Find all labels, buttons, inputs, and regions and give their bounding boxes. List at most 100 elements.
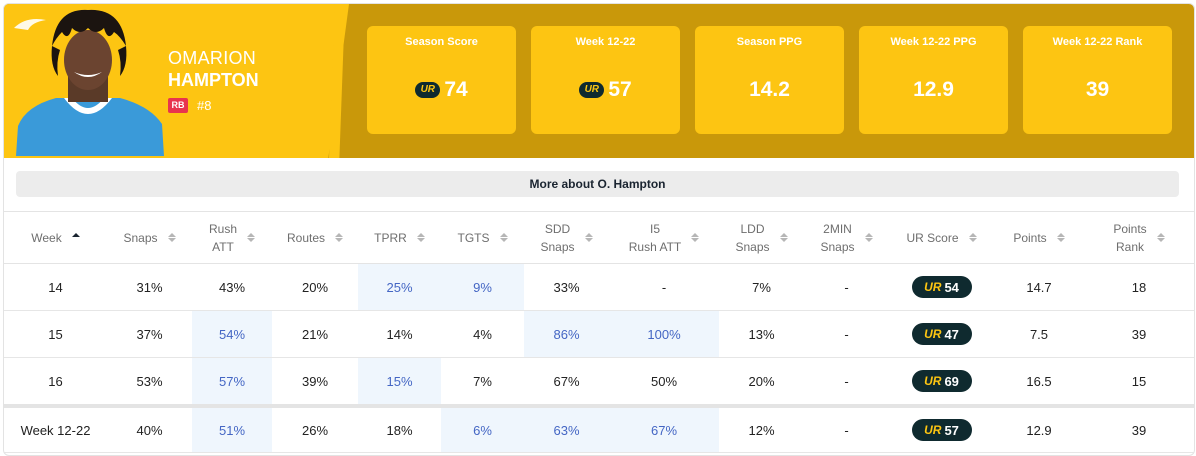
- stat-label: Season PPG: [736, 36, 803, 48]
- column-header[interactable]: SDD Snaps: [524, 211, 609, 264]
- table-cell: -: [804, 310, 889, 358]
- table-cell: UR 57: [889, 404, 994, 453]
- table-cell: 63%: [524, 404, 609, 453]
- stat-number: 39: [1085, 78, 1110, 101]
- column-header-sublabel: Snaps: [820, 239, 855, 254]
- sort-icon[interactable]: [864, 233, 873, 242]
- table-cell: 53%: [107, 357, 192, 407]
- table-cell: 12%: [719, 404, 804, 453]
- ur-score-badge: UR 57: [911, 419, 972, 441]
- stat-label: Week 12-22 Rank: [1052, 36, 1143, 48]
- column-header[interactable]: I5 Rush ATT: [609, 211, 719, 264]
- table-cell: 39: [1084, 310, 1194, 358]
- sort-icon[interactable]: [691, 233, 700, 242]
- column-header[interactable]: Points: [994, 211, 1084, 264]
- table-cell: 9%: [441, 263, 524, 311]
- ur-logo-icon: UR: [924, 327, 942, 341]
- week-rank-card: Week 12-22 Rank 39: [1023, 26, 1172, 134]
- sort-icon[interactable]: [779, 233, 788, 242]
- column-header-sublabel: Rank: [1115, 239, 1144, 254]
- table-cell: 14.7: [994, 263, 1084, 311]
- table-cell: 25%: [358, 263, 441, 311]
- table-cell: 57%: [192, 357, 272, 407]
- column-header[interactable]: Routes: [272, 211, 358, 264]
- column-header-label: TGTS: [457, 230, 490, 245]
- table-cell: 12.9: [994, 404, 1084, 453]
- column-header-label: SDD: [544, 221, 571, 236]
- ur-score-value: 69: [944, 373, 959, 389]
- column-header-sublabel: Snaps: [735, 239, 770, 254]
- column-header[interactable]: Week: [4, 211, 107, 264]
- column-header-sublabel: Snaps: [540, 239, 575, 254]
- column-header-label: Points: [1013, 230, 1047, 245]
- stat-number: 74: [444, 78, 468, 101]
- table-cell: 39%: [272, 357, 358, 407]
- column-header[interactable]: 2MIN Snaps: [804, 211, 889, 264]
- stat-label: Week 12-22 PPG: [890, 36, 977, 48]
- season-score-card: Season Score UR 74: [367, 26, 516, 134]
- stat-number: 12.9: [913, 78, 954, 101]
- ur-logo-icon: UR: [924, 374, 942, 388]
- player-header: OMARION HAMPTON RB #8 Season Score UR 74 We…: [4, 4, 1194, 158]
- table-cell: 7%: [719, 263, 804, 311]
- column-header-label: Rush: [208, 221, 237, 236]
- ur-score-badge: UR 47: [911, 323, 972, 345]
- table-cell: 100%: [609, 310, 719, 358]
- table-cell: 86%: [524, 310, 609, 358]
- table-cell: 14%: [358, 310, 441, 358]
- stat-value: 39: [1023, 78, 1172, 102]
- table-cell: 33%: [524, 263, 609, 311]
- column-header[interactable]: TGTS: [441, 211, 524, 264]
- table-cell: 39: [1084, 404, 1194, 453]
- stat-value: UR 74: [367, 78, 516, 102]
- stat-value: 14.2: [695, 78, 844, 102]
- sort-icon[interactable]: [167, 233, 176, 242]
- stat-number: 14.2: [749, 78, 790, 101]
- ur-score-value: 54: [944, 279, 959, 295]
- column-header[interactable]: UR Score: [889, 211, 994, 264]
- season-ppg-card: Season PPG 14.2: [695, 26, 844, 134]
- column-header-label: I5: [649, 221, 660, 236]
- sort-icon[interactable]: [584, 233, 593, 242]
- column-header-label: UR Score: [906, 230, 959, 245]
- table-cell: 18: [1084, 263, 1194, 311]
- sort-icon[interactable]: [1156, 233, 1165, 242]
- table-cell: 13%: [719, 310, 804, 358]
- column-header[interactable]: TPRR: [358, 211, 441, 264]
- sort-icon[interactable]: [1056, 233, 1065, 242]
- ur-logo-icon: UR: [924, 280, 942, 294]
- position-badge: RB: [168, 98, 188, 113]
- column-header-sublabel: Rush ATT: [628, 239, 682, 254]
- player-avatar: [14, 9, 164, 156]
- summary-row: Week 12-22 40% 51% 26% 18% 6% 63% 67% 12% - UR 57 12…: [4, 404, 1194, 453]
- table-cell: 54%: [192, 310, 272, 358]
- table-cell: 6%: [441, 404, 524, 453]
- more-about-player-button[interactable]: More about O. Hampton: [16, 171, 1179, 197]
- column-header-label: TPRR: [374, 230, 407, 245]
- table-cell: 67%: [609, 404, 719, 453]
- sort-icon[interactable]: [247, 233, 255, 242]
- sort-icon[interactable]: [968, 233, 977, 242]
- column-header[interactable]: Points Rank: [1084, 211, 1194, 264]
- table-row: 16 53% 57% 39% 15% 7% 67% 50% 20% - UR 69 16.5 15: [4, 357, 1194, 407]
- sort-icon[interactable]: [416, 233, 425, 242]
- table-cell: 31%: [107, 263, 192, 311]
- column-header[interactable]: Snaps: [107, 211, 192, 264]
- sort-icon[interactable]: [335, 233, 344, 242]
- table-cell: -: [804, 404, 889, 453]
- sort-icon[interactable]: [71, 233, 80, 242]
- sort-icon[interactable]: [499, 233, 508, 242]
- table-cell: 7.5: [994, 310, 1084, 358]
- stat-label: Week 12-22: [575, 36, 636, 48]
- ur-score-value: 47: [944, 326, 959, 342]
- column-header[interactable]: LDD Snaps: [719, 211, 804, 264]
- table-cell: 14: [4, 263, 107, 311]
- jersey-number: #8: [197, 98, 212, 113]
- table-cell: 15: [1084, 357, 1194, 407]
- column-header[interactable]: Rush ATT: [192, 211, 272, 264]
- stat-number: 57: [608, 78, 632, 101]
- table-cell: UR 69: [889, 357, 994, 407]
- column-header-sublabel: ATT: [212, 239, 234, 254]
- table-cell: 15: [4, 310, 107, 358]
- ur-score-value: 57: [944, 422, 959, 438]
